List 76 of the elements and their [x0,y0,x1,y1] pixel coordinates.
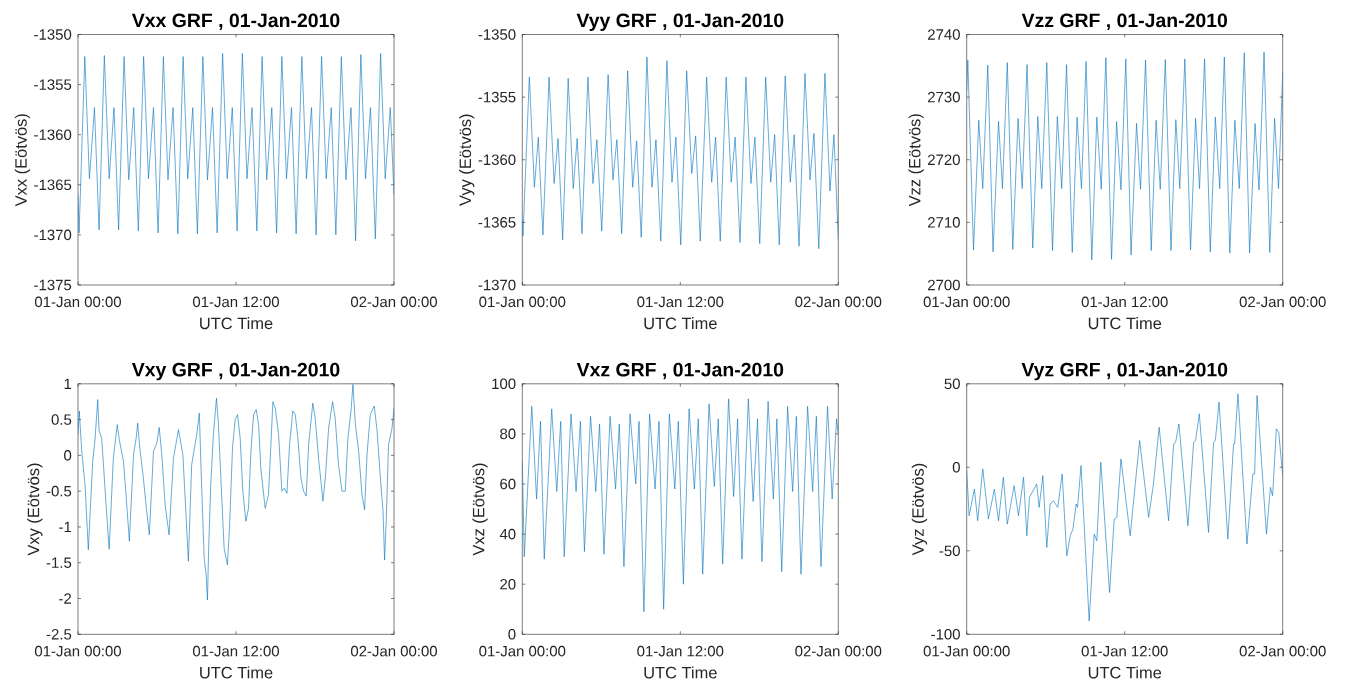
y-tick-label: 2700 [928,279,960,291]
x-tick-label: 02-Jan 00:00 [795,645,882,657]
y-tick-label: -1370 [478,279,516,291]
y-tick-label: 1 [64,378,72,389]
y-tick-label: -1365 [34,179,72,191]
y-tick-label: -100 [931,629,960,640]
y-tick-label: -1350 [478,29,516,40]
x-tick-label: 01-Jan 12:00 [192,296,279,308]
x-tick-label: 01-Jan 00:00 [479,296,566,308]
x-tick-label: 01-Jan 12:00 [192,645,279,657]
y-tick-label: 0 [64,450,72,461]
x-tick-label: 01-Jan 00:00 [923,296,1010,308]
y-tick-label: -1375 [34,279,72,291]
line-series [78,53,394,242]
line-series [522,398,839,613]
y-tick-label: -1370 [34,229,72,241]
line-series [966,51,1283,261]
x-axis-title: UTC Time [200,666,273,679]
x-tick-label: 01-Jan 00:00 [923,645,1010,657]
y-tick-label: -1360 [478,154,516,166]
y-tick-label: -1.5 [46,557,72,568]
y-axis-title: Vxy (Eötvös) [27,463,43,556]
x-axis-title: UTC Time [1088,666,1162,679]
x-tick-label: 02-Jan 00:00 [350,296,437,308]
line-series [522,56,839,249]
y-tick-label: -2 [59,593,72,604]
line-series [966,393,1283,622]
y-tick-label: -2.5 [46,629,72,640]
y-tick-label: 2720 [928,154,960,166]
y-tick-label: -1 [59,521,72,533]
chart-title: Vyz GRF , 01-Jan-2010 [1021,362,1228,381]
y-tick-label: -1355 [478,91,516,103]
y-tick-label: 0.5 [51,414,72,425]
y-axis-title: Vyy (Eötvös) [459,114,475,206]
y-tick-label: 20 [500,578,516,590]
x-tick-label: 01-Jan 12:00 [637,296,724,308]
chart-title: Vxy GRF , 01-Jan-2010 [131,362,340,381]
y-axis-title: Vxx (Eötvös) [14,114,31,207]
chart-title: Vxz GRF , 01-Jan-2010 [576,362,784,380]
x-tick-label: 01-Jan 00:00 [34,296,121,308]
x-tick-label: 01-Jan 12:00 [1081,296,1168,308]
y-tick-label: 2740 [928,29,960,40]
x-axis-title: UTC Time [644,666,717,679]
x-tick-label: 02-Jan 00:00 [795,296,882,308]
y-tick-label: -1360 [34,129,72,140]
y-axis-title: Vyz (Eötvös) [911,463,928,556]
y-tick-label: 2710 [928,217,960,228]
line-series [78,384,394,601]
y-tick-label: 100 [492,378,516,390]
chart-title: Vxx GRF , 01-Jan-2010 [131,13,340,31]
chart-title: Vzz GRF , 01-Jan-2010 [1021,13,1227,31]
y-tick-label: -1350 [34,29,72,40]
x-tick-label: 01-Jan 00:00 [34,645,121,657]
x-axis-title: UTC Time [200,317,273,330]
y-tick-label: 80 [500,428,516,440]
y-tick-label: -1365 [478,217,516,228]
y-axis-title: Vxz (Eötvös) [472,463,488,556]
x-tick-label: 01-Jan 12:00 [637,645,724,657]
y-axis-title: Vzz (Eötvös) [908,114,924,207]
x-tick-label: 01-Jan 12:00 [1081,645,1168,657]
y-tick-label: 0 [952,462,960,473]
y-tick-label: 60 [500,478,516,490]
y-tick-label: -0.5 [46,485,72,497]
x-axis-title: UTC Time [1088,317,1162,330]
x-tick-label: 02-Jan 00:00 [1239,296,1326,308]
x-tick-label: 02-Jan 00:00 [1239,645,1326,657]
y-tick-label: 2730 [928,91,960,103]
y-tick-label: -1355 [34,79,72,90]
x-tick-label: 01-Jan 00:00 [479,645,566,657]
y-tick-label: 0 [508,629,516,640]
y-tick-label: 40 [499,528,516,540]
chart-title: Vyy GRF , 01-Jan-2010 [576,13,784,32]
y-tick-label: -50 [939,545,960,557]
y-tick-label: 50 [944,378,960,390]
x-axis-title: UTC Time [644,317,717,330]
x-tick-label: 02-Jan 00:00 [350,645,438,657]
